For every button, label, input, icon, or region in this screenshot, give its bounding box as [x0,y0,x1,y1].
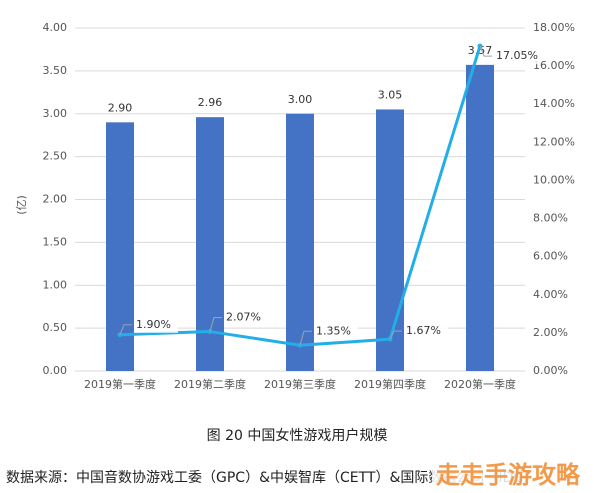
x-tick-label: 2019第四季度 [354,377,426,391]
label-background [224,309,268,326]
y-tick-label: 4.00 [43,21,68,34]
label-leader [479,45,492,57]
y2-tick-label: 18.00% [533,21,575,34]
label-background [134,316,178,333]
bar-value-label: 3.05 [378,88,403,101]
bar [286,113,314,371]
y-tick-label: 1.00 [43,278,68,291]
label-leader [299,330,312,346]
bar-value-label: 2.90 [108,101,133,114]
y2-tick-label: 16.00% [533,59,575,72]
y-axis-label: (亿) [15,195,28,215]
watermark: 走走手游攻略 [432,455,584,490]
y2-tick-label: 4.00% [533,288,568,301]
y2-tick-label: 8.00% [533,212,568,225]
y-tick-label: 2.00 [43,193,68,206]
line-value-label: 17.05% [496,49,538,62]
figure-caption: 图 20 中国女性游戏用户规模 [206,428,388,444]
label-background [314,323,358,340]
line-value-label: 1.67% [406,324,441,337]
bar [466,64,494,371]
y2-tick-label: 10.00% [533,173,575,186]
bar [376,109,404,372]
label-leader [389,330,402,340]
y2-tick-label: 2.00% [533,326,568,339]
chart-area: 0.00 0.50 1.00 1.50 2.00 2.50 3.00 3.50 4.00 0.00… [15,21,575,391]
data-source: 数据来源：中国音数协游戏工委（GPC）&中娱智库（CETT）&国际数据公司（ID… [6,470,538,486]
label-background [404,323,448,340]
y2-tick-label: 0.00% [533,364,568,377]
x-tick-label: 2019第一季度 [84,377,156,391]
y-tick-label: 0.50 [43,321,68,334]
bar [196,117,224,372]
x-tick-label: 2019第二季度 [174,377,246,391]
y-tick-label: 1.50 [43,235,68,248]
line-value-label: 1.90% [136,318,171,331]
x-tick-label: 2020第一季度 [444,377,516,391]
line-value-label: 2.07% [226,311,261,324]
label-leader [119,324,132,335]
label-background [494,48,538,65]
x-tick-label: 2019第三季度 [264,377,336,391]
line-value-label: 1.35% [316,324,351,337]
y-tick-label: 3.50 [43,64,68,77]
bar-value-label: 3.00 [288,93,313,106]
y2-tick-label: 12.00% [533,135,575,148]
label-leader [209,317,222,332]
y2-tick-label: 6.00% [533,250,568,263]
bar-value-label: 2.96 [198,96,223,109]
y2-tick-label: 14.00% [533,97,575,110]
y-tick-label: 0.00 [43,364,68,377]
bar [106,122,134,371]
y-tick-label: 2.50 [43,150,68,163]
y-tick-label: 3.00 [43,107,68,120]
